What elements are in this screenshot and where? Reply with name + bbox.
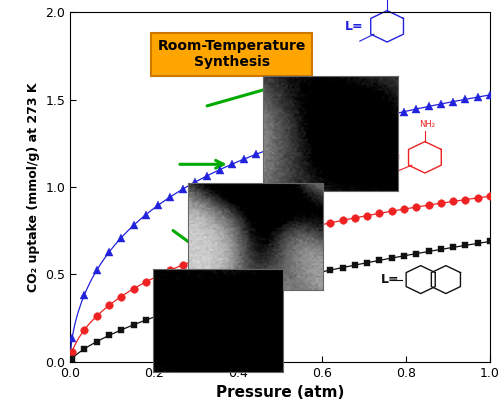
Text: L=: L= [383,151,402,164]
Text: L=: L= [381,273,400,286]
Y-axis label: CO₂ uptake (mmol/g) at 273 K: CO₂ uptake (mmol/g) at 273 K [26,82,40,292]
Text: L=: L= [345,20,364,33]
X-axis label: Pressure (atm): Pressure (atm) [216,385,344,400]
Text: Room-Temperature
Synthesis: Room-Temperature Synthesis [158,39,306,69]
Text: NH₂: NH₂ [419,120,435,129]
